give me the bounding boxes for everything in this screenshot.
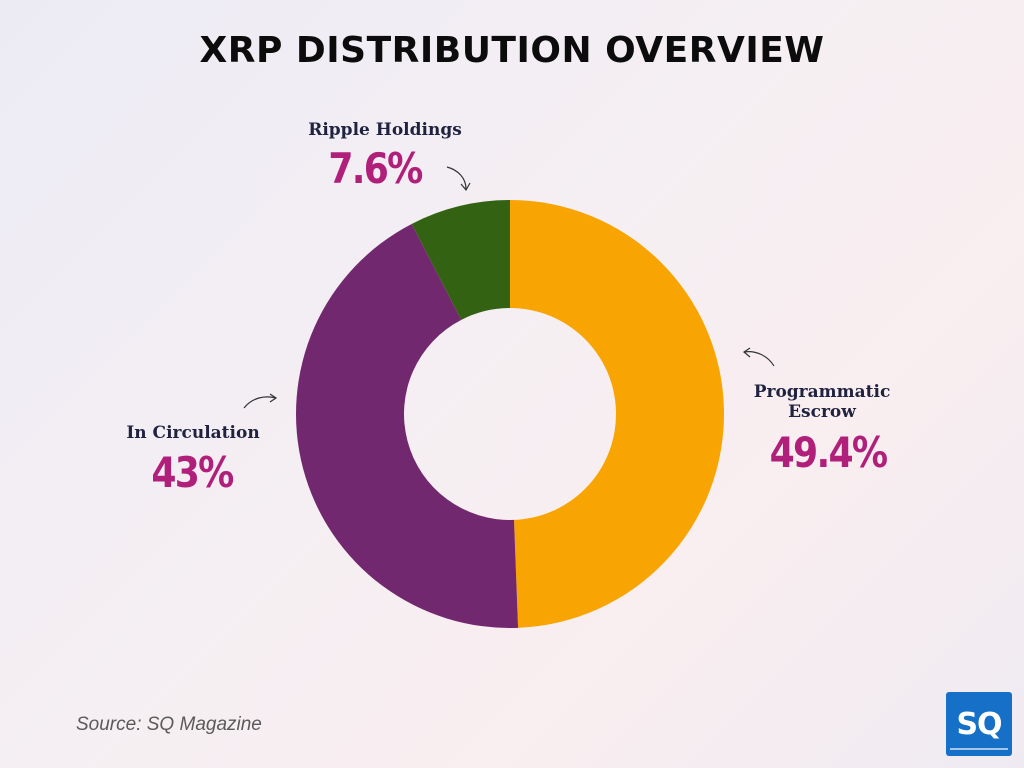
- label-programmatic-escrow: Programmatic Escrow: [752, 382, 892, 422]
- value-programmatic-escrow: 49.4%: [769, 428, 888, 477]
- source-note: Source: SQ Magazine: [76, 714, 262, 735]
- slice-ripple-holdings: [411, 200, 510, 320]
- label-ripple-holdings: Ripple Holdings: [308, 120, 462, 140]
- label-programmatic-escrow-text: Programmatic Escrow: [753, 382, 891, 422]
- sq-logo: SQ: [946, 692, 1012, 756]
- label-in-circulation: In Circulation: [126, 423, 260, 443]
- arrow-ripple-holdings: [446, 166, 471, 192]
- slice-in-circulation: [296, 223, 519, 629]
- chart-title: XRP DISTRIBUTION OVERVIEW: [199, 30, 825, 71]
- arrow-programmatic-escrow: [742, 347, 775, 367]
- value-ripple-holdings: 7.6%: [328, 144, 423, 193]
- value-in-circulation: 43%: [151, 448, 234, 497]
- slice-programmatic-escrow: [510, 200, 725, 628]
- arrow-in-circulation: [243, 393, 278, 409]
